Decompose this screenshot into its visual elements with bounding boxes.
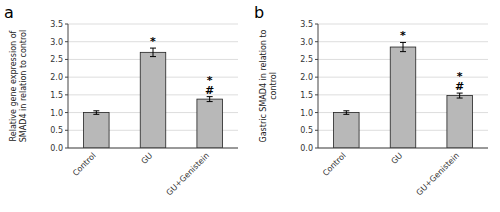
bars [334, 42, 473, 148]
bar [197, 99, 223, 148]
error-line [96, 111, 97, 115]
grid-line [68, 148, 238, 149]
y-axis-label-line: Relative gene expression of [9, 30, 18, 141]
bars [84, 48, 223, 148]
error-cap [343, 110, 349, 111]
y-tick-label: 2.5 [50, 55, 63, 64]
bar [84, 113, 110, 148]
error-bar [343, 111, 349, 115]
y-axis-label-line: Gastric SMAD4 in relation to [259, 29, 268, 142]
y-tick-label: 0.0 [300, 144, 313, 153]
y-tick-label: 2.0 [50, 73, 63, 82]
y-tick-label: 1.5 [300, 91, 313, 100]
error-line [346, 111, 347, 115]
y-tick-label: 3.0 [300, 38, 313, 47]
error-cap [400, 51, 406, 52]
y-axis [318, 24, 319, 148]
y-tick-label: 2.0 [300, 73, 313, 82]
error-line [209, 97, 210, 102]
panel-label: b [254, 3, 264, 22]
x-tick-label: GU [390, 151, 405, 166]
y-axis-label-line: SMAD4 in relation to control [19, 30, 28, 142]
x-axis [318, 148, 488, 149]
y-axis-label: Gastric SMAD4 in relation tocontrol [259, 29, 278, 142]
grid [318, 24, 488, 148]
error-line [459, 93, 460, 98]
error-line [403, 42, 404, 51]
error-bar [93, 111, 99, 115]
annotation: * [150, 35, 156, 48]
y-axis [68, 24, 69, 148]
x-axis [68, 148, 238, 149]
y-tick-label: 3.5 [50, 20, 63, 29]
x-tick-label: GU+Genistein [415, 151, 461, 197]
annotation: * [457, 70, 463, 83]
bar [334, 113, 360, 148]
y-tick-label: 3.5 [300, 20, 313, 29]
panel: 0.0 0.5 1.0 1.5 2.0 2.5 3.0 3.5 Control GU GU+Geni… [4, 3, 238, 198]
x-tick-label: GU [140, 151, 155, 166]
y-axis-label-line: control [269, 72, 278, 100]
annotation: * [207, 74, 213, 87]
y-axis-label: Relative gene expression ofSMAD4 in rela… [9, 30, 28, 142]
error-bar [207, 97, 213, 102]
x-tick-label: GU+Genistein [165, 151, 211, 197]
error-cap [93, 114, 99, 115]
annotation: * [400, 29, 406, 42]
y-tick-label: 2.5 [300, 55, 313, 64]
y-tick-label: 0.5 [300, 126, 313, 135]
panel: 0.0 0.5 1.0 1.5 2.0 2.5 3.0 3.5 Control GU GU+Geni… [254, 3, 488, 198]
panel-label: a [4, 3, 14, 22]
grid-line [68, 24, 238, 25]
error-cap [93, 110, 99, 111]
error-cap [457, 98, 463, 99]
error-line [153, 48, 154, 57]
grid-line [318, 148, 488, 149]
x-tick-label: Control [321, 151, 348, 178]
error-bar [150, 48, 156, 57]
y-tick-label: 1.0 [50, 109, 63, 118]
error-cap [150, 56, 156, 57]
bar [140, 52, 166, 148]
error-cap [207, 101, 213, 102]
grid-line [318, 24, 488, 25]
y-tick-label: 3.0 [50, 38, 63, 47]
y-tick-label: 1.5 [50, 91, 63, 100]
y-tick-label: 0.5 [50, 126, 63, 135]
y-tick-label: 1.0 [300, 109, 313, 118]
error-bar [400, 42, 406, 51]
grid [68, 24, 238, 148]
x-tick-label: Control [71, 151, 98, 178]
error-bar [457, 93, 463, 98]
bar [390, 47, 416, 148]
error-cap [343, 114, 349, 115]
bar [447, 96, 473, 148]
y-tick-label: 0.0 [50, 144, 63, 153]
figure: 0.0 0.5 1.0 1.5 2.0 2.5 3.0 3.5 Control GU GU+Geni… [0, 0, 500, 212]
